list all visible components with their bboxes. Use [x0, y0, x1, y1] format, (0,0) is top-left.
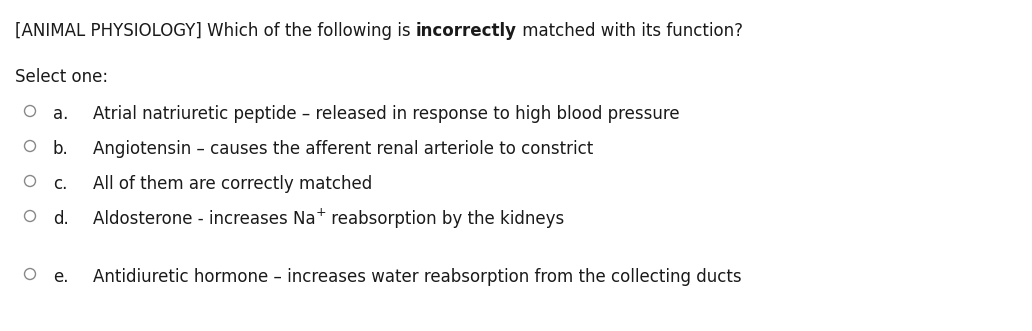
Text: Antidiuretic hormone – increases water reabsorption from the collecting ducts: Antidiuretic hormone – increases water r…	[93, 268, 742, 286]
Text: Atrial natriuretic peptide – released in response to high blood pressure: Atrial natriuretic peptide – released in…	[93, 105, 680, 123]
Text: e.: e.	[53, 268, 68, 286]
Text: b.: b.	[53, 140, 69, 158]
Text: a.: a.	[53, 105, 68, 123]
Text: Aldosterone - increases Na: Aldosterone - increases Na	[93, 210, 316, 228]
Text: d.: d.	[53, 210, 69, 228]
Text: Select one:: Select one:	[15, 68, 108, 86]
Text: reabsorption by the kidneys: reabsorption by the kidneys	[326, 210, 565, 228]
Text: matched with its function?: matched with its function?	[517, 22, 743, 40]
Text: [ANIMAL PHYSIOLOGY] Which of the following is: [ANIMAL PHYSIOLOGY] Which of the followi…	[15, 22, 416, 40]
Text: +: +	[316, 206, 326, 219]
Text: c.: c.	[53, 175, 67, 193]
Text: Angiotensin – causes the afferent renal arteriole to constrict: Angiotensin – causes the afferent renal …	[93, 140, 593, 158]
Text: All of them are correctly matched: All of them are correctly matched	[93, 175, 373, 193]
Text: incorrectly: incorrectly	[416, 22, 517, 40]
